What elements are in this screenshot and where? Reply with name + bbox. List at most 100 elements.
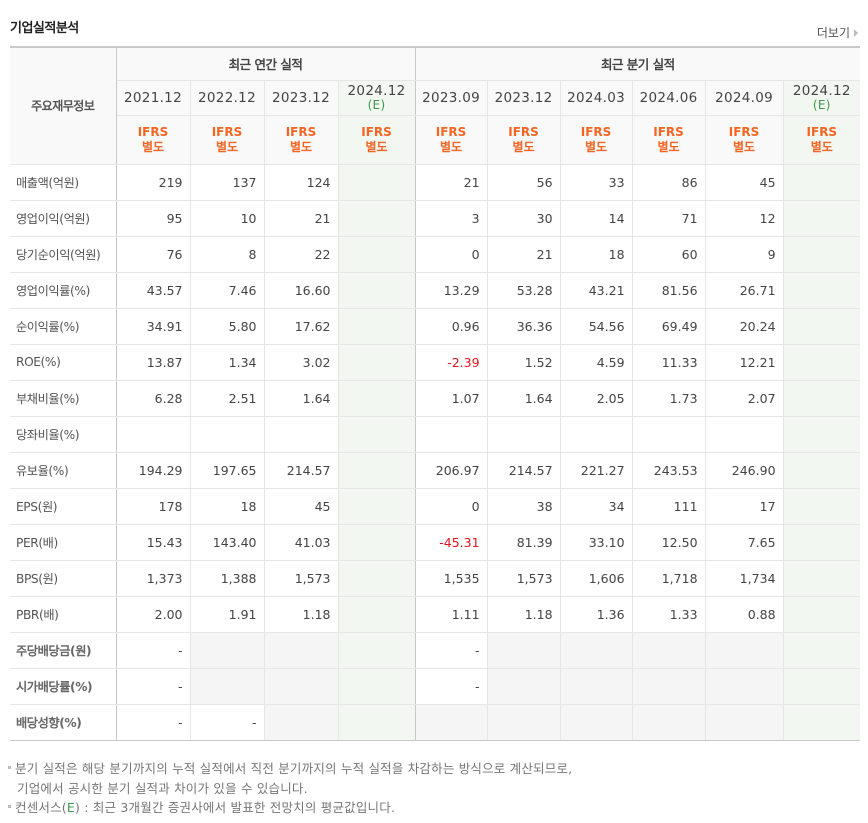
column-date: 2023.12 [263,79,339,116]
table-cell: 53.28 [486,271,561,309]
table-row: 부채비율(%) 6.28 2.51 1.64 1.07 1.64 2.05 1.73 2.07 [10,379,861,417]
table-cell [263,703,339,741]
table-cell [189,667,265,705]
table-cell [263,667,339,705]
table-cell: 18 [189,487,265,525]
column-date: 2024.12 (E) [337,79,416,116]
table-cell: 33.10 [559,523,633,561]
table-cell [337,307,416,345]
basis-type: 별도 [732,139,756,154]
table-row: 순이익률(%) 34.91 5.80 17.62 0.96 36.36 54.56 69.49… [10,307,861,345]
table-cell: 1.18 [263,595,339,633]
table-cell [782,487,861,525]
table-cell [559,631,633,669]
accounting-basis: IFRS 별도 [263,114,339,165]
basis-type: 별도 [584,139,608,154]
table-cell: 1.52 [486,343,561,381]
table-cell: 1.91 [189,595,265,633]
table-cell: 12 [704,199,784,237]
table-cell: 1.07 [414,379,488,417]
column-date: 2024.03 [559,79,633,116]
row-label: ROE(%) [10,343,117,381]
column-date-label: 2024.06 [639,89,698,106]
table-cell: - [189,703,265,741]
footnotes: 분기 실적은 해당 분기까지의 누적 실적에서 직전 분기까지의 누적 실적을 … [8,759,572,818]
group-header-annual: 최근 연간 실적 [115,46,416,81]
table-cell: 0 [414,487,488,525]
table-cell: 1,573 [486,559,561,597]
table-cell: 1.73 [631,379,706,417]
basis-type: 별도 [512,139,535,154]
footnote-2: 컨센서스(E) : 최근 3개월간 증권사에서 발표한 전망치의 평균값입니다. [8,798,572,818]
table-cell: 2.07 [704,379,784,417]
row-label: 주당배당금(원) [10,631,117,669]
row-label: 영업이익(억원) [10,199,117,237]
table-cell: 7.65 [704,523,784,561]
table-cell: 1,718 [631,559,706,597]
table-cell [486,631,561,669]
bullet-icon [8,805,11,808]
footnote-1-cont: 기업에서 공시한 분기 실적과 차이가 있을 수 있습니다. [17,780,308,796]
basis-type: 별도 [657,139,680,154]
table-cell: 34 [559,487,633,525]
table-cell: 1.64 [486,379,561,417]
table-cell: 13.29 [414,271,488,309]
side-header: 주요재무정보 [10,46,117,165]
table-cell [337,703,416,741]
table-cell: 33 [559,163,633,201]
table-cell: 16.60 [263,271,339,309]
row-label: 당기순이익(억원) [10,235,117,273]
basis-standard: IFRS [508,124,539,139]
basis-type: 별도 [439,139,463,154]
table-cell: 86 [631,163,706,201]
table-row: ROE(%) 13.87 1.34 3.02 -2.39 1.52 4.59 11.33 12.… [10,343,861,381]
basis-type: 별도 [365,139,388,154]
bullet-icon [8,766,11,769]
row-label: 순이익률(%) [10,307,117,345]
table-cell: 246.90 [704,451,784,489]
table-cell: 1,573 [263,559,339,597]
accounting-basis: IFRS 별도 [704,114,784,165]
basis-standard: IFRS [653,124,684,139]
table-cell: 1,388 [189,559,265,597]
accounting-basis: IFRS 별도 [486,114,561,165]
accounting-basis: IFRS 별도 [559,114,633,165]
table-cell: 197.65 [189,451,265,489]
column-date-label: 2024.03 [567,89,625,106]
table-cell: 22 [263,235,339,273]
row-label: 유보율(%) [10,451,117,489]
basis-standard: IFRS [806,124,838,139]
table-cell [337,271,416,309]
table-cell: 45 [704,163,784,201]
basis-standard: IFRS [580,124,612,139]
basis-type: 별도 [810,139,833,154]
table-cell: 1,373 [115,559,191,597]
table-cell [115,415,191,453]
table-cell [486,667,561,705]
column-date: 2021.12 [115,79,191,116]
estimate-mark: (E) [367,97,386,112]
table-cell: 1,734 [704,559,784,597]
table-cell [704,667,784,705]
basis-standard: IFRS [211,124,243,139]
table-cell [337,523,416,561]
table-cell: 178 [115,487,191,525]
table-cell: 124 [263,163,339,201]
table-row: 매출액(억원) 219 137 124 21 56 33 86 45 [10,163,861,201]
table-cell [337,343,416,381]
table-row: EPS(원) 178 18 45 0 38 34 111 17 [10,487,861,525]
column-date-label: 2023.09 [422,89,480,106]
table-cell: - [115,703,191,741]
table-cell [559,415,633,453]
more-link[interactable]: 더보기 [817,24,858,41]
basis-type: 별도 [289,139,313,154]
table-cell: 7.46 [189,271,265,309]
table-cell [782,559,861,597]
table-cell: 1,606 [559,559,633,597]
table-cell [782,415,861,453]
table-cell: 194.29 [115,451,191,489]
table-cell [782,595,861,633]
column-date-label: 2022.12 [198,89,256,106]
table-cell [782,379,861,417]
row-label: EPS(원) [10,487,117,525]
